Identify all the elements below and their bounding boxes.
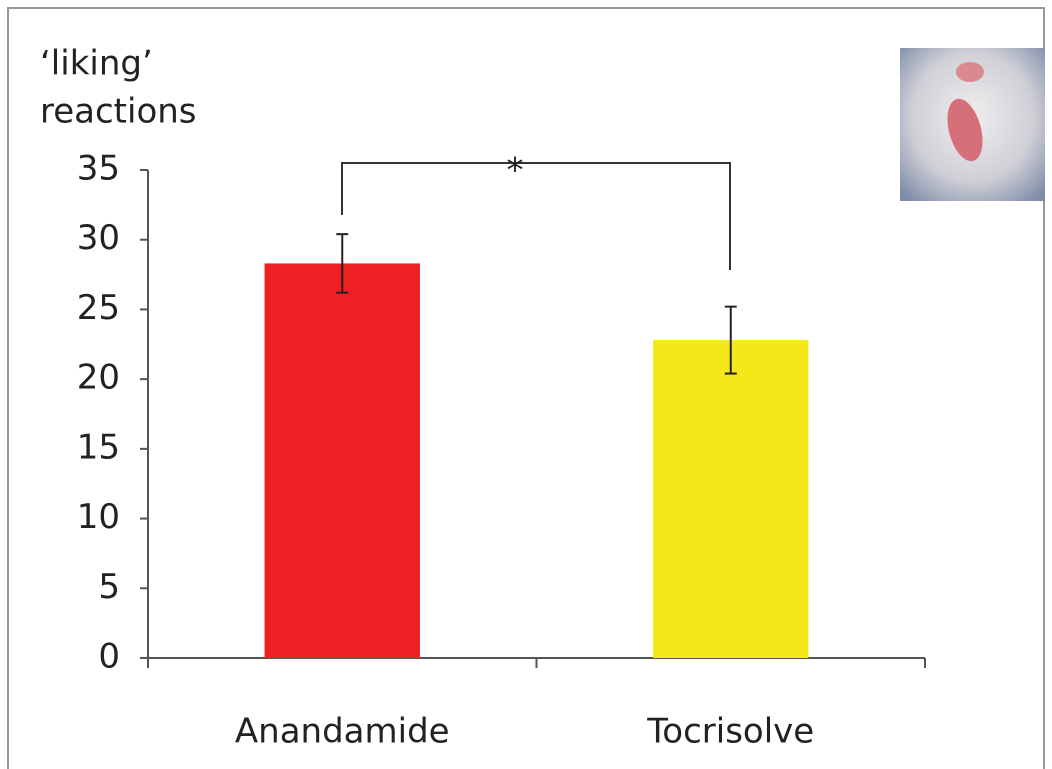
x-tick-label: Anandamide [235, 712, 450, 752]
y-axis-label: reactions [40, 92, 197, 132]
x-tick-label: Tocrisolve [646, 712, 814, 752]
photo [900, 48, 1045, 201]
significance-star: * [507, 151, 524, 191]
y-tick-label: 30 [77, 218, 120, 258]
significance-bracket [341, 162, 731, 270]
photo-nose [956, 62, 984, 82]
y-tick-label: 20 [77, 358, 120, 398]
y-tick-label: 5 [98, 567, 120, 607]
y-axis-label: ‘liking’ [40, 44, 153, 84]
photo-mouth [947, 98, 983, 162]
y-tick-label: 25 [77, 288, 120, 328]
y-tick-label: 0 [98, 637, 120, 677]
y-tick-label: 15 [77, 427, 120, 467]
y-tick-label: 10 [77, 497, 120, 537]
frame [7, 7, 1045, 769]
bar [653, 340, 809, 658]
bar [264, 263, 420, 658]
y-tick-label: 35 [77, 149, 120, 189]
